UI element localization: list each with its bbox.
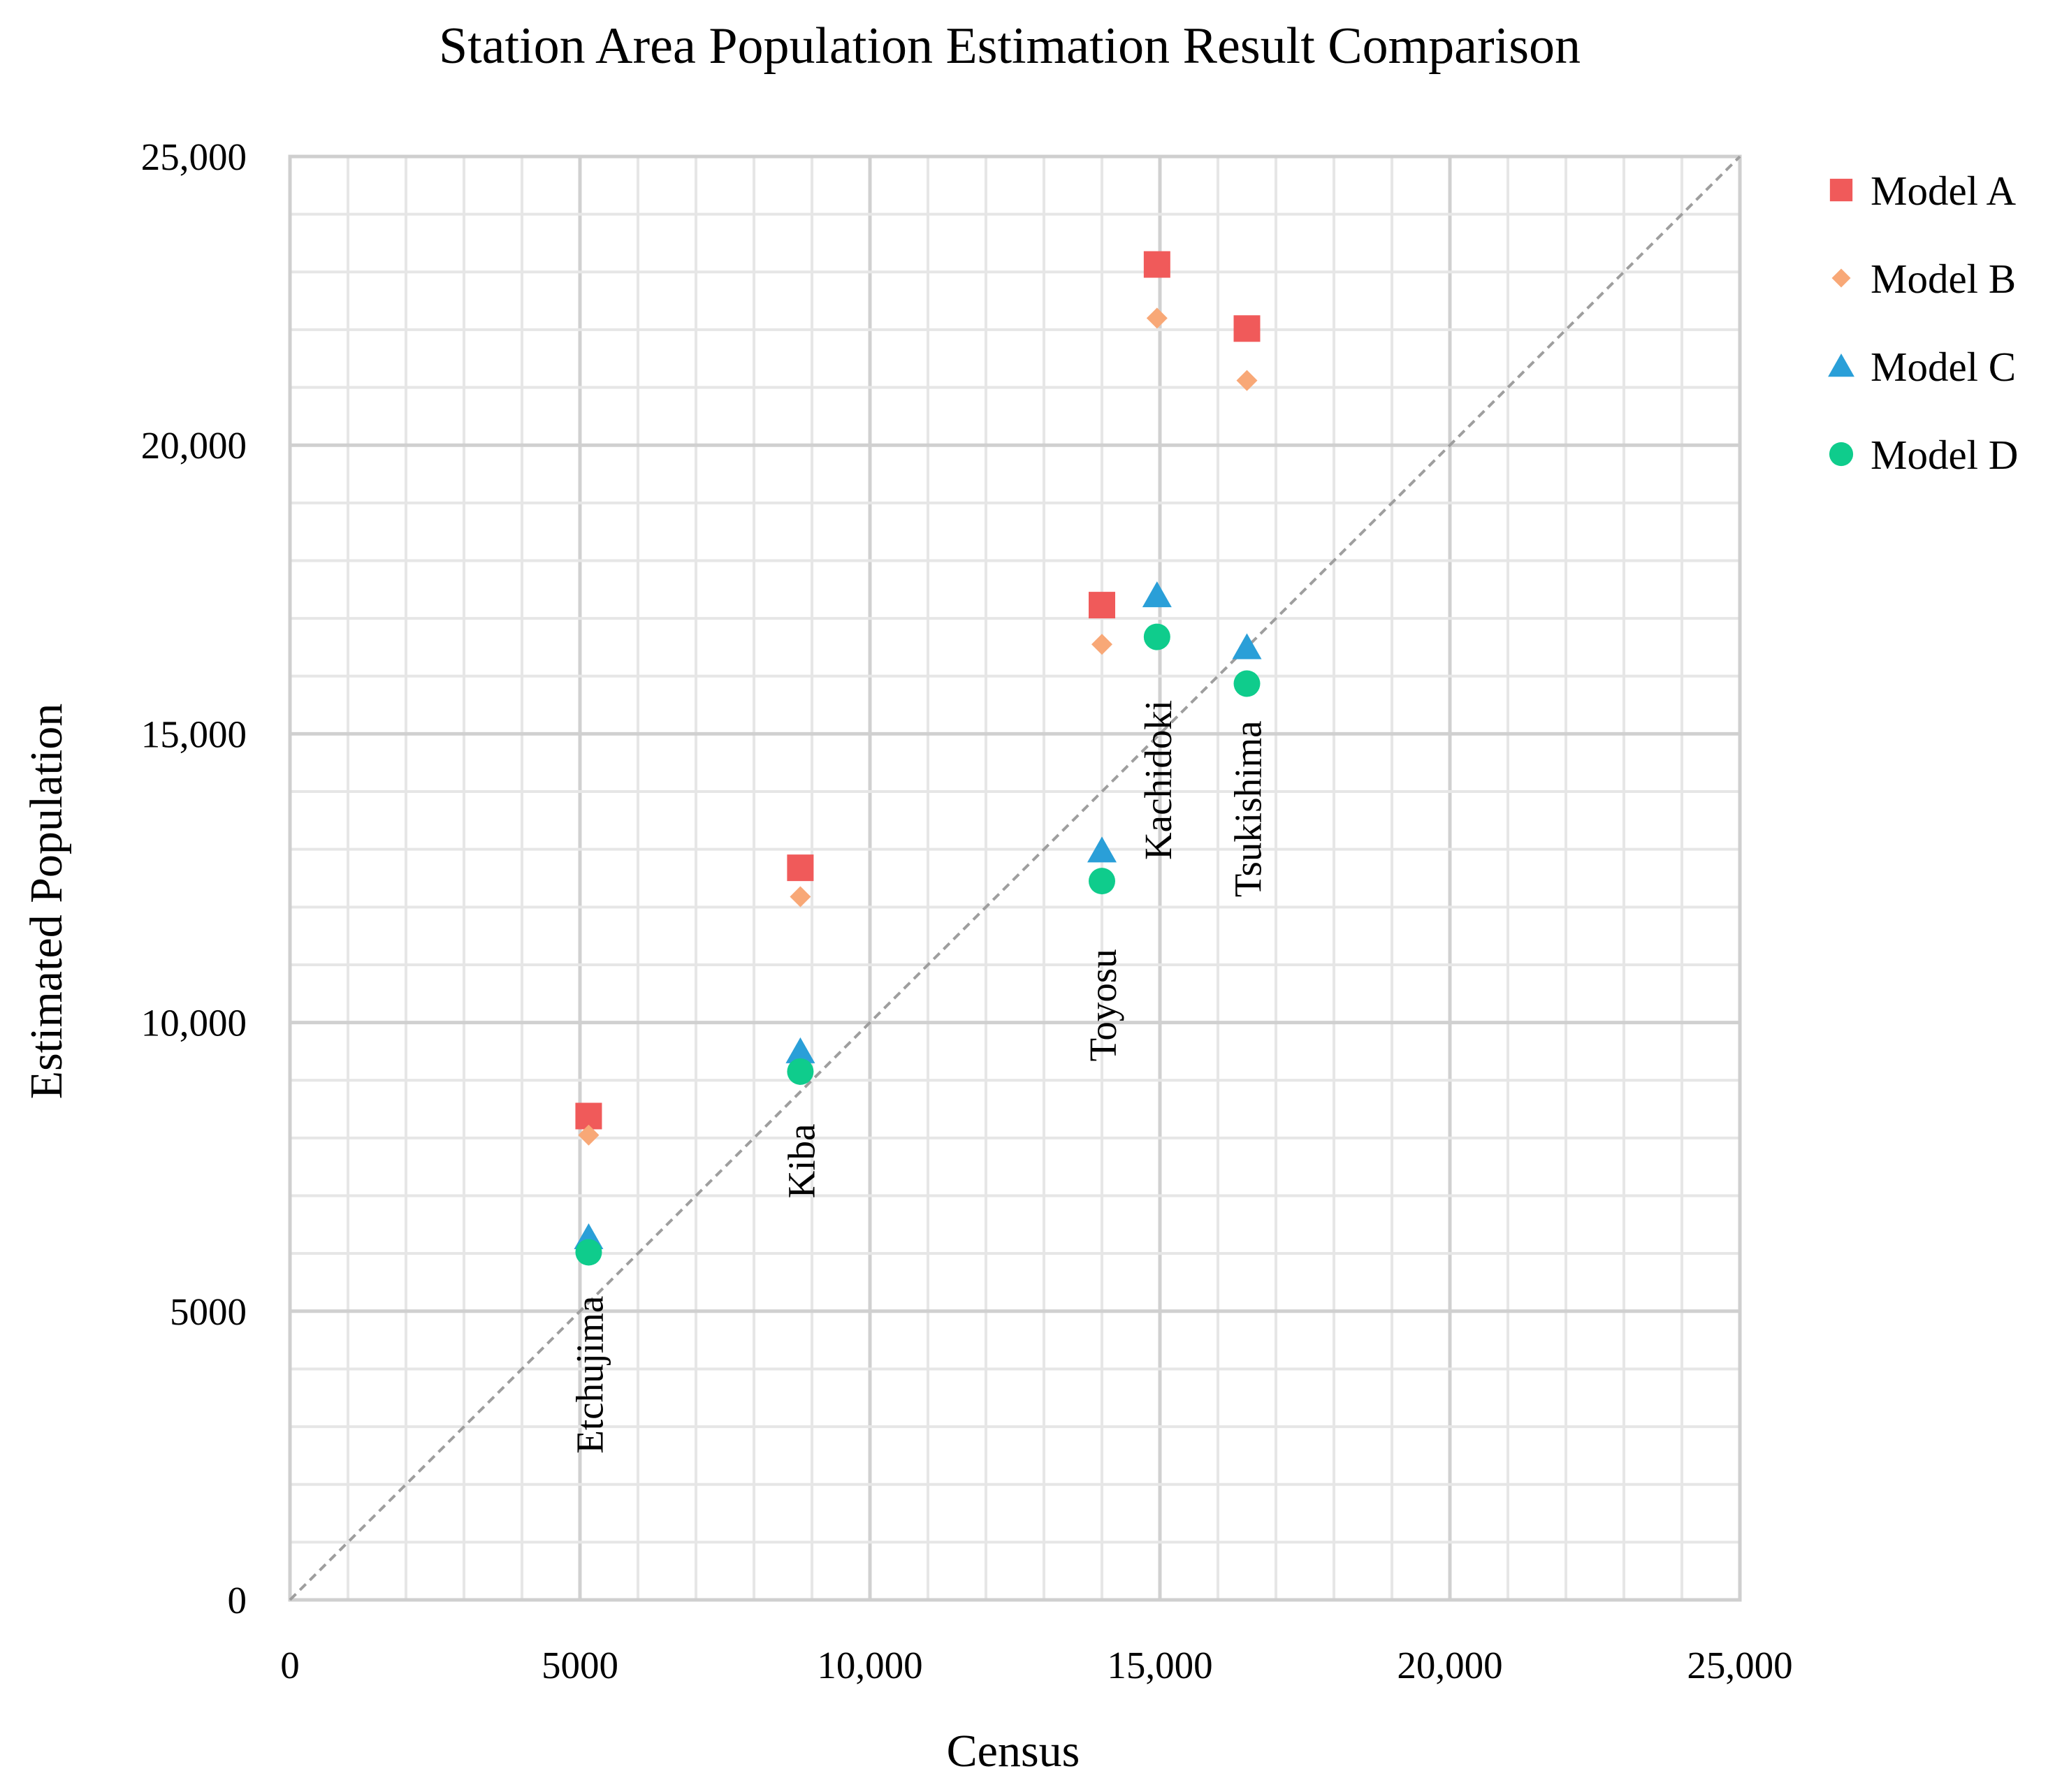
grid-lines — [288, 154, 1742, 1602]
data-point — [1091, 634, 1112, 655]
station-annotations: Etchujima Kiba Toyosu Kachidoki Tsukishima — [568, 700, 1269, 1454]
data-point — [787, 854, 814, 882]
y-tick-label: 20,000 — [141, 424, 247, 467]
data-points — [574, 251, 1262, 1266]
y-tick-label: 0 — [228, 1579, 247, 1622]
x-tick-label: 25,000 — [1687, 1644, 1792, 1687]
data-point — [1087, 836, 1117, 863]
chart-title: Station Area Population Estimation Resul… — [439, 17, 1581, 75]
y-tick-label: 15,000 — [141, 713, 247, 755]
x-axis-title: Census — [947, 1726, 1080, 1777]
station-label: Etchujima — [568, 1296, 611, 1454]
data-point — [787, 1058, 814, 1085]
plot-border — [288, 154, 1742, 1602]
data-point — [578, 1124, 600, 1146]
station-label: Toyosu — [1082, 949, 1124, 1061]
data-point — [1236, 370, 1258, 391]
data-point — [790, 886, 811, 908]
x-tick-label: 10,000 — [817, 1644, 922, 1687]
legend-label: Model C — [1871, 344, 2016, 390]
series-model-a — [575, 251, 1261, 1130]
data-point — [1089, 592, 1115, 619]
reference-line — [289, 155, 1741, 1601]
data-point — [1142, 581, 1172, 608]
legend-marker — [1829, 178, 1853, 202]
station-label: Tsukishima — [1227, 720, 1270, 897]
tick-labels: 0 5000 10,000 15,000 20,000 25,000 0 5000 10,000… — [141, 136, 1793, 1687]
data-point — [1143, 623, 1170, 650]
y-tick-label: 10,000 — [141, 1002, 247, 1044]
legend-marker — [1828, 354, 1854, 377]
legend-label: Model D — [1871, 432, 2018, 478]
legend-marker — [1829, 442, 1854, 467]
data-point — [575, 1239, 602, 1266]
data-point — [1143, 251, 1170, 278]
data-point — [1232, 633, 1262, 660]
data-point — [1233, 315, 1261, 342]
legend-marker — [1831, 268, 1851, 288]
x-tick-label: 20,000 — [1397, 1644, 1502, 1687]
series-model-d — [575, 623, 1261, 1266]
x-tick-label: 15,000 — [1107, 1644, 1212, 1687]
reference-line-group — [289, 155, 1741, 1601]
y-axis-title: Estimated Population — [21, 704, 72, 1099]
legend-label: Model B — [1871, 256, 2016, 302]
data-point — [785, 1037, 815, 1063]
y-tick-label: 25,000 — [141, 136, 247, 178]
series-model-b — [578, 307, 1258, 1146]
x-tick-label: 5000 — [542, 1644, 618, 1687]
legend: Model A Model B Model C Model D — [1828, 168, 2018, 478]
data-point — [1233, 670, 1261, 697]
station-label: Kiba — [780, 1123, 822, 1198]
data-point — [1089, 868, 1115, 895]
x-tick-label: 0 — [280, 1644, 300, 1687]
legend-label: Model A — [1871, 168, 2017, 214]
station-label: Kachidoki — [1137, 700, 1179, 860]
data-point — [1146, 307, 1168, 329]
y-tick-label: 5000 — [170, 1290, 247, 1333]
